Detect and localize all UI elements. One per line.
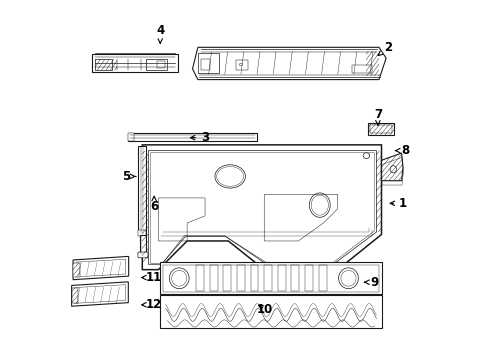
Bar [351, 64, 371, 73]
Bar [291, 265, 299, 291]
Bar [72, 288, 78, 303]
Bar [94, 59, 112, 69]
Polygon shape [142, 145, 381, 270]
Ellipse shape [169, 268, 189, 289]
Bar [223, 265, 231, 291]
FancyBboxPatch shape [138, 252, 148, 258]
Bar [137, 230, 145, 235]
Bar [235, 60, 247, 70]
Bar [318, 265, 326, 291]
Bar [209, 265, 217, 291]
Polygon shape [72, 282, 128, 306]
Bar [367, 123, 393, 135]
Text: 9: 9 [364, 276, 378, 289]
Bar [201, 59, 210, 70]
Polygon shape [381, 153, 402, 181]
Bar [73, 263, 80, 277]
Bar [198, 53, 218, 73]
Text: 3: 3 [190, 131, 209, 144]
Bar [277, 265, 285, 291]
Text: 12: 12 [142, 298, 162, 311]
Bar [250, 265, 258, 291]
Bar [128, 133, 134, 140]
Ellipse shape [309, 193, 329, 217]
Bar [156, 61, 164, 68]
Text: 7: 7 [373, 108, 381, 125]
Ellipse shape [239, 63, 242, 66]
Bar [140, 234, 146, 255]
Polygon shape [73, 256, 128, 280]
Ellipse shape [389, 166, 396, 173]
Polygon shape [92, 54, 178, 72]
Bar [137, 145, 145, 234]
Bar [145, 59, 166, 69]
Text: 8: 8 [395, 144, 409, 157]
Text: 6: 6 [150, 196, 158, 213]
Text: 1: 1 [389, 197, 406, 210]
Bar [160, 262, 381, 294]
Bar [128, 133, 257, 140]
Bar [163, 265, 378, 292]
Ellipse shape [214, 165, 245, 188]
Text: 5: 5 [122, 170, 136, 183]
Bar [369, 125, 391, 134]
Ellipse shape [363, 153, 369, 158]
Polygon shape [192, 47, 386, 80]
Bar [160, 296, 381, 328]
Bar [237, 265, 244, 291]
Text: 10: 10 [257, 303, 273, 316]
Bar [196, 265, 203, 291]
Text: 4: 4 [156, 24, 164, 43]
Ellipse shape [338, 268, 358, 289]
Bar [305, 265, 312, 291]
Bar [264, 265, 271, 291]
Text: 11: 11 [142, 271, 162, 284]
Text: 2: 2 [377, 41, 391, 55]
